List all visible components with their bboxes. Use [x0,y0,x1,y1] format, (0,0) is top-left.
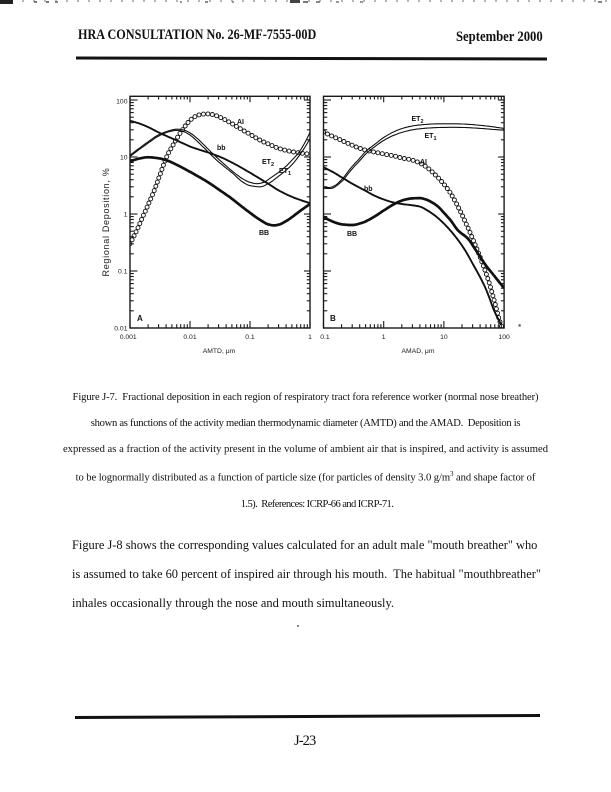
svg-text:1: 1 [308,334,312,341]
svg-text:0.01: 0.01 [183,334,196,341]
svg-text:bb: bb [364,186,373,193]
svg-text:BB: BB [347,231,357,238]
svg-text:ET2: ET2 [412,116,424,125]
svg-text:10: 10 [440,334,448,341]
svg-text:B: B [330,314,336,323]
svg-text:0.01: 0.01 [114,325,127,332]
svg-text:100: 100 [116,98,128,105]
svg-text:ET1: ET1 [425,133,437,142]
svg-text:Regional Deposition, %: Regional Deposition, % [101,168,111,277]
svg-text:AI: AI [420,159,427,166]
svg-text:1: 1 [382,334,386,341]
svg-text:0.1: 0.1 [245,334,255,341]
svg-text:0.1: 0.1 [320,334,330,341]
svg-text:A: A [137,314,143,323]
svg-text:AMAD, μm: AMAD, μm [402,348,435,355]
svg-text:10: 10 [120,154,128,161]
svg-text:ET2: ET2 [262,159,274,168]
svg-text:0.001: 0.001 [120,334,137,341]
svg-text:ET1: ET1 [279,168,291,177]
svg-text:bb: bb [217,145,226,152]
svg-text:0.1: 0.1 [118,268,128,275]
svg-text:AMTD, μm: AMTD, μm [203,348,236,355]
svg-text:1: 1 [124,211,128,218]
svg-text:AI: AI [237,119,244,126]
svg-text:BB: BB [259,230,269,237]
svg-text:100: 100 [498,334,510,341]
